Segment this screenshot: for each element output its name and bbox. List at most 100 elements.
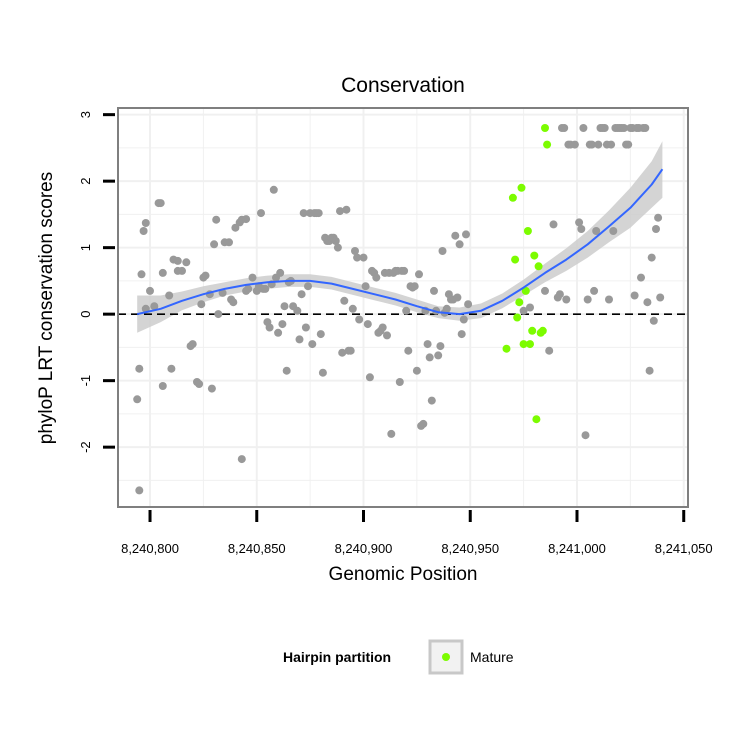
other-point: [265, 323, 274, 332]
other-point: [165, 291, 174, 300]
other-point: [301, 323, 310, 332]
other-point: [541, 286, 549, 295]
other-point: [338, 348, 347, 357]
mature-point: [541, 124, 549, 132]
other-point: [592, 227, 601, 235]
x-tick-label: 8,240,900: [335, 541, 393, 556]
other-point: [594, 140, 603, 149]
other-point: [351, 247, 359, 255]
x-axis-title: Genomic Position: [329, 564, 478, 585]
other-point: [295, 335, 304, 344]
other-point: [400, 266, 409, 275]
smooth-line: [136, 168, 664, 316]
mature-point: [543, 140, 552, 149]
other-point: [178, 266, 186, 275]
other-point: [282, 366, 291, 375]
other-point: [464, 300, 473, 309]
other-point: [609, 227, 618, 235]
other-point: [225, 238, 233, 247]
mature-point: [532, 415, 541, 424]
other-point: [308, 340, 317, 349]
other-point: [210, 240, 219, 249]
other-point: [459, 315, 468, 324]
other-point: [600, 124, 609, 132]
other-point: [590, 286, 599, 295]
other-point: [336, 207, 344, 216]
other-point: [248, 273, 257, 282]
other-point: [643, 298, 652, 307]
other-point: [404, 346, 413, 355]
mature-point: [517, 183, 526, 192]
other-point: [383, 331, 391, 340]
other-point: [212, 215, 221, 224]
other-point: [560, 124, 569, 132]
other-point: [457, 330, 466, 339]
other-point: [293, 306, 302, 315]
other-point: [139, 227, 148, 235]
other-point: [519, 306, 528, 315]
other-point: [135, 486, 144, 495]
other-point: [647, 253, 656, 262]
other-point: [577, 225, 586, 233]
legend: Hairpin partition Mature: [283, 639, 514, 675]
x-tick-label: 8,240,950: [441, 541, 499, 556]
other-point: [579, 124, 588, 132]
other-point: [372, 273, 381, 282]
other-point: [630, 291, 639, 300]
y-tick-label: 2: [78, 178, 93, 185]
other-point: [442, 304, 451, 313]
other-point: [135, 364, 144, 373]
mature-point: [530, 251, 539, 260]
smooth-layer: [136, 168, 664, 316]
other-point: [229, 298, 238, 307]
other-point: [645, 366, 654, 375]
other-point: [395, 378, 404, 386]
other-point: [434, 351, 443, 360]
y-axis-title: phyloP LRT conservation scores: [36, 172, 57, 445]
plot-frame: [117, 107, 689, 508]
other-point: [526, 303, 534, 312]
other-point: [562, 295, 571, 304]
other-point: [346, 346, 355, 355]
other-point: [188, 340, 197, 349]
other-point: [656, 293, 665, 302]
other-point: [297, 290, 306, 299]
other-point: [549, 220, 558, 229]
other-point: [462, 230, 470, 239]
y-tick-label: 1: [78, 244, 93, 251]
other-point: [167, 364, 176, 373]
other-point: [402, 306, 411, 315]
other-point: [195, 380, 204, 388]
x-tick-label: 8,241,050: [655, 541, 713, 556]
other-point: [425, 353, 434, 362]
other-point: [201, 271, 210, 280]
other-point: [637, 273, 645, 282]
mature-point: [515, 298, 524, 307]
other-point: [182, 258, 191, 267]
other-point: [624, 140, 633, 149]
other-point: [197, 300, 206, 309]
legend-mature-dot: [442, 653, 450, 661]
other-point: [654, 213, 663, 222]
other-point: [342, 205, 351, 214]
other-point: [314, 209, 323, 218]
other-point: [649, 316, 658, 325]
other-point: [605, 295, 613, 304]
mature-point: [513, 313, 522, 322]
other-point: [331, 237, 340, 245]
other-point: [316, 330, 325, 339]
y-tick-label: -1: [78, 375, 93, 387]
mature-point: [521, 286, 530, 295]
other-point: [261, 284, 270, 293]
other-point: [173, 256, 182, 265]
mature-point: [511, 255, 520, 264]
chart-title: Conservation: [341, 74, 465, 97]
other-point: [361, 282, 370, 291]
other-point: [318, 368, 327, 377]
other-point: [214, 310, 223, 319]
mature-point: [502, 344, 511, 353]
mature-point: [519, 340, 528, 349]
other-point: [146, 286, 154, 295]
